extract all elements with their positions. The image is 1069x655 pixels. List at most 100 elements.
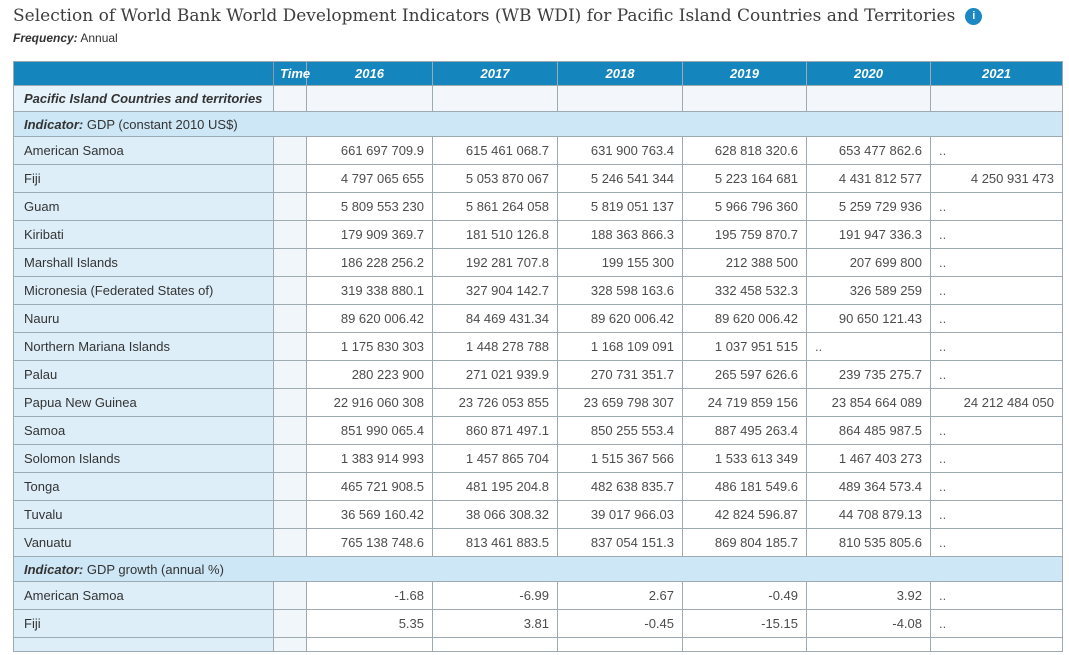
value-cell: .. (930, 472, 1063, 501)
country-cell: Papua New Guinea (13, 388, 274, 417)
value-cell: -0.45 (557, 609, 683, 638)
value-cell: 179 909 369.7 (306, 220, 433, 249)
indicator-label: Indicator: (24, 561, 84, 577)
value-cell: 813 461 883.5 (432, 528, 558, 557)
country-cell: Northern Mariana Islands (13, 332, 274, 361)
value-cell: 3.92 (806, 581, 931, 610)
value-cell: 332 458 532.3 (682, 276, 807, 305)
country-cell: Vanuatu (13, 528, 274, 557)
value-cell: 864 485 987.5 (806, 416, 931, 445)
value-cell: .. (930, 581, 1063, 610)
value-cell: 5 861 264 058 (432, 192, 558, 221)
value-cell: 192 281 707.8 (432, 248, 558, 277)
country-cell: Samoa (13, 416, 274, 445)
value-cell: 39 017 966.03 (557, 500, 683, 529)
time-cell (273, 192, 307, 221)
value-cell: 5 966 796 360 (682, 192, 807, 221)
time-cell (273, 472, 307, 501)
title-line: Selection of World Bank World Developmen… (13, 4, 1063, 28)
header-year-2016: 2016 (306, 61, 433, 86)
value-cell: 271 021 939.9 (432, 360, 558, 389)
time-cell (273, 500, 307, 529)
value-cell: .. (930, 609, 1063, 638)
value-cell: 24 212 484 050 (930, 388, 1063, 417)
country-cell: Marshall Islands (13, 248, 274, 277)
table-row: Fiji 4 797 065 655 5 053 870 067 5 246 541 … (13, 164, 1063, 193)
country-cell: Tuvalu (13, 500, 274, 529)
page-title: Selection of World Bank World Developmen… (13, 6, 956, 26)
table-row: Samoa 851 990 065.4 860 871 497.1 850 255 5… (13, 416, 1063, 445)
country-cell: Guam (13, 192, 274, 221)
value-cell: 837 054 151.3 (557, 528, 683, 557)
value-cell: 207 699 800 (806, 248, 931, 277)
group-header-row: Pacific Island Countries and territories (13, 85, 1063, 112)
table-row: Solomon Islands 1 383 914 993 1 457 865 70… (13, 444, 1063, 473)
table-row: American Samoa -1.68 -6.99 2.67 -0.49 3.92.. (13, 581, 1063, 610)
value-cell: 1 467 403 273 (806, 444, 931, 473)
value-cell: 319 338 880.1 (306, 276, 433, 305)
value-cell: 212 388 500 (682, 248, 807, 277)
value-cell: 2.67 (557, 581, 683, 610)
value-cell: 23 726 053 855 (432, 388, 558, 417)
table-row: Nauru 89 620 006.42 84 469 431.34 89 620 00… (13, 304, 1063, 333)
value-cell: 810 535 805.6 (806, 528, 931, 557)
country-cell: Fiji (13, 609, 274, 638)
value-cell: .. (930, 276, 1063, 305)
value-cell: 631 900 763.4 (557, 136, 683, 165)
info-icon[interactable]: i (965, 7, 983, 25)
frequency-line: Frequency: Annual (13, 31, 1063, 45)
header-year-2018: 2018 (557, 61, 683, 86)
value-cell: 481 195 204.8 (432, 472, 558, 501)
time-cell (273, 136, 307, 165)
value-cell: 89 620 006.42 (682, 304, 807, 333)
value-cell: 1 037 951 515 (682, 332, 807, 361)
value-cell: 1 168 109 091 (557, 332, 683, 361)
value-cell: -1.68 (306, 581, 433, 610)
value-cell: 628 818 320.6 (682, 136, 807, 165)
country-cell: American Samoa (13, 581, 274, 610)
header-corner-cell (13, 61, 274, 86)
table-row: Palau 280 223 900 271 021 939.9 270 731 351… (13, 360, 1063, 389)
indicator-cell: Indicator: GDP growth (annual %) (13, 556, 1063, 582)
value-cell: -15.15 (682, 609, 807, 638)
value-cell: .. (930, 248, 1063, 277)
value-cell: 1 448 278 788 (432, 332, 558, 361)
header-year-2020: 2020 (806, 61, 931, 86)
value-cell: 5 819 051 137 (557, 192, 683, 221)
value-cell: 89 620 006.42 (557, 304, 683, 333)
time-cell (273, 360, 307, 389)
value-cell: 653 477 862.6 (806, 136, 931, 165)
time-cell (273, 528, 307, 557)
value-cell: 1 515 367 566 (557, 444, 683, 473)
value-cell: 191 947 336.3 (806, 220, 931, 249)
value-cell: 326 589 259 (806, 276, 931, 305)
value-cell: 869 804 185.7 (682, 528, 807, 557)
value-cell: .. (930, 500, 1063, 529)
value-cell: 4 797 065 655 (306, 164, 433, 193)
country-cell: Tonga (13, 472, 274, 501)
country-cell: Nauru (13, 304, 274, 333)
indicator-label: Indicator: (24, 116, 84, 132)
time-cell (273, 276, 307, 305)
time-cell (273, 164, 307, 193)
country-cell: Palau (13, 360, 274, 389)
value-cell: 4 431 812 577 (806, 164, 931, 193)
value-cell: 188 363 866.3 (557, 220, 683, 249)
table-body: Pacific Island Countries and territories… (13, 85, 1063, 652)
value-cell: -6.99 (432, 581, 558, 610)
time-cell (273, 388, 307, 417)
value-cell: 5 246 541 344 (557, 164, 683, 193)
value-cell: 328 598 163.6 (557, 276, 683, 305)
value-cell: 44 708 879.13 (806, 500, 931, 529)
country-cell: Solomon Islands (13, 444, 274, 473)
value-cell: 195 759 870.7 (682, 220, 807, 249)
time-cell (273, 220, 307, 249)
table-row: Marshall Islands 186 228 256.2 192 281 707… (13, 248, 1063, 277)
value-cell: 186 228 256.2 (306, 248, 433, 277)
value-cell: -0.49 (682, 581, 807, 610)
value-cell: 615 461 068.7 (432, 136, 558, 165)
country-cell: American Samoa (13, 136, 274, 165)
value-cell: 89 620 006.42 (306, 304, 433, 333)
value-cell: 280 223 900 (306, 360, 433, 389)
value-cell: 38 066 308.32 (432, 500, 558, 529)
